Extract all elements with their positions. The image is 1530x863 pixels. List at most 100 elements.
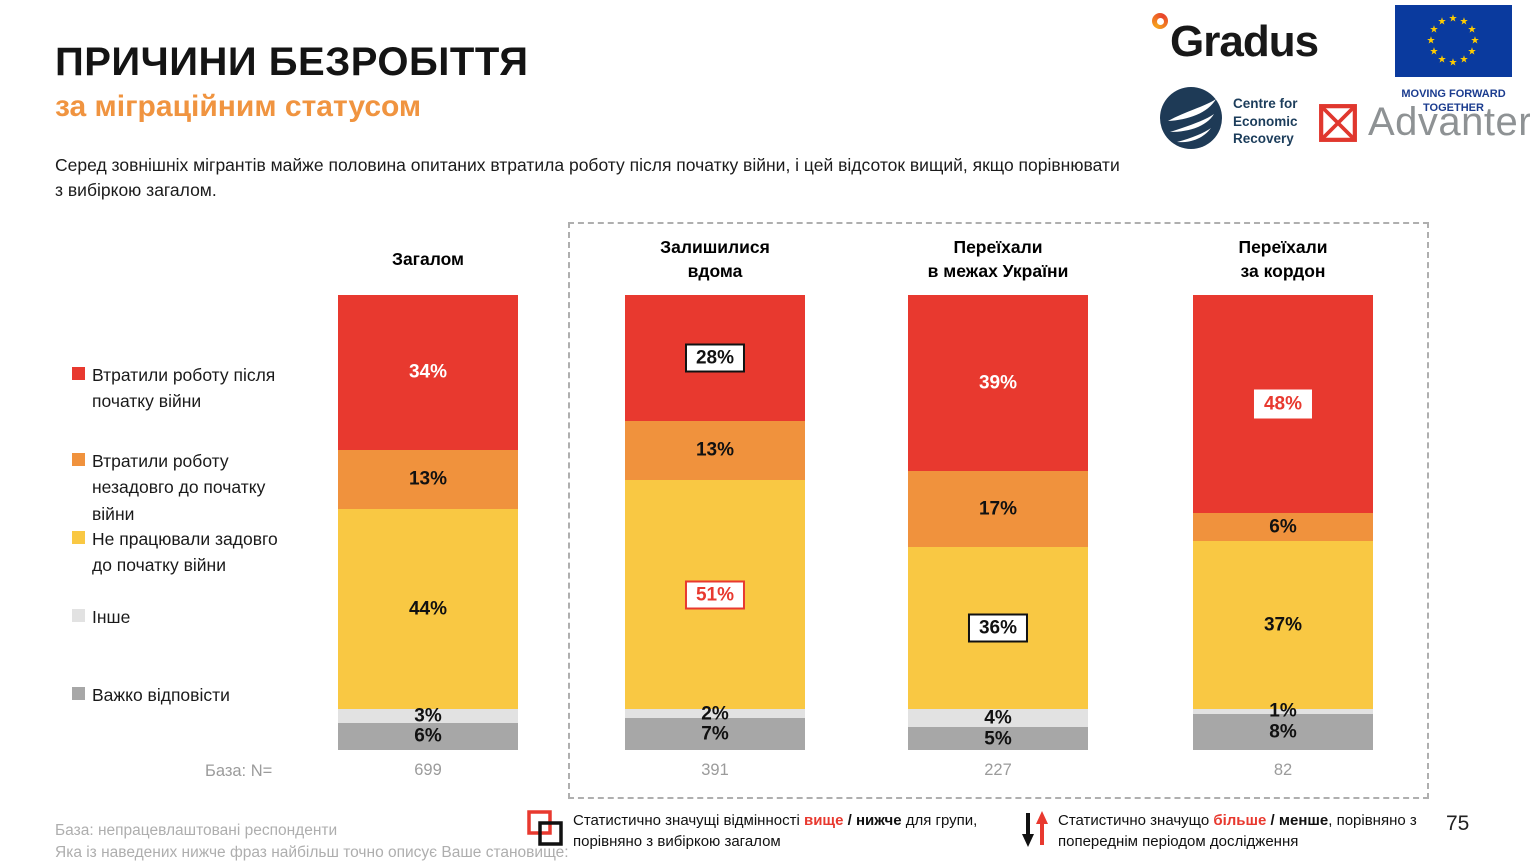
footnote-base: База: непрацевлаштовані респонденти (55, 822, 338, 839)
overlapping-squares-icon (527, 810, 563, 846)
sig-lower: нижче (855, 812, 902, 829)
segment-value-label: 17% (978, 498, 1018, 520)
svg-text:★: ★ (1449, 14, 1458, 25)
footnote-question: Яка із наведених нижче фраз найбільш точ… (55, 844, 569, 861)
segment-value-label: 39% (978, 372, 1018, 394)
svg-text:★: ★ (1430, 47, 1439, 58)
column-header: Переїхали за кордон (1238, 236, 1328, 282)
segment-value-label: 37% (1263, 614, 1303, 636)
column-header: Загалом (391, 248, 464, 269)
svg-text:★: ★ (1460, 55, 1469, 66)
svg-text:★: ★ (1460, 17, 1469, 28)
base-count: 82 (1273, 761, 1293, 779)
bar-segment: 7% (625, 718, 805, 750)
bar-segment: 28% (625, 295, 805, 422)
legend-item: Втратили роботу незадовго до початку вій… (72, 448, 265, 527)
cer-logo-text: Centre for Economic Recovery (1233, 96, 1298, 147)
bar-segment: 44% (338, 508, 518, 710)
significance-group-text: Статистично значущі відмінності вище / н… (573, 810, 977, 852)
migrant-groups-frame (568, 222, 1429, 799)
up-down-arrows-icon (1022, 811, 1048, 847)
gradus-logo: Gradus (1152, 12, 1319, 64)
stacked-bar: 48% 6% 37% 1% 8% (1193, 295, 1373, 750)
bar-column-3: Переїхали в межах України 39% 17% 36% 4% 5% 22… (868, 230, 1128, 780)
page-subtitle: за міграційним статусом (55, 90, 422, 123)
bar-segment: 39% (908, 295, 1088, 471)
segment-value-label: 34% (408, 361, 448, 383)
base-count: 227 (984, 761, 1012, 779)
significance-wave-text: Статистично значущо більше / менше, порі… (1058, 810, 1417, 852)
stacked-bar: 34% 13% 44% 3% 6% (338, 295, 518, 751)
bar-segment: 17% (908, 470, 1088, 548)
legend-label: Втратили роботу незадовго до початку вій… (92, 451, 266, 524)
cer-circle-icon (1160, 87, 1222, 149)
bar-segment: 51% (625, 479, 805, 710)
svg-text:★: ★ (1438, 17, 1447, 28)
page-title: ПРИЧИНИ БЕЗРОБІТТЯ (55, 40, 529, 84)
bar-segment: 13% (338, 449, 518, 509)
gradus-dot-icon (1152, 13, 1168, 29)
bar-column-4: Переїхали за кордон 48% 6% 37% 1% 8% 82 (1153, 230, 1413, 780)
sig-post: для групи, (901, 812, 978, 829)
significance-wave-line1: Статистично значущо більше / менше, порі… (1058, 810, 1417, 831)
bar-column-1: Загалом 34% 13% 44% 3% 6% 699 (298, 230, 558, 780)
stacked-bar: 28% 13% 51% 2% 7% (625, 295, 805, 750)
bar-segment: 37% (1193, 540, 1373, 710)
sig-higher: вище (803, 812, 844, 829)
segment-value-label: 51% (684, 580, 746, 610)
eu-caption: MOVING FORWARD TOGETHER (1401, 88, 1506, 115)
bar-segment: 1% (1193, 702, 1373, 721)
advanter-logo: Advanter (1318, 100, 1530, 145)
segment-value-label: 48% (1253, 389, 1313, 419)
segment-value-label: 6% (1269, 516, 1297, 538)
legend-label: Не працювали задовго до початку війни (92, 529, 278, 576)
column-header: Залишилися вдома (660, 236, 770, 282)
column-header: Переїхали в межах України (927, 236, 1069, 282)
segment-value-label: 8% (1269, 721, 1297, 743)
base-count: 391 (701, 761, 729, 779)
segment-value-label: 6% (414, 725, 442, 747)
segment-value-label: 4% (984, 707, 1012, 729)
bar-segment: 5% (908, 727, 1088, 750)
legend-marker-icon (72, 609, 85, 622)
eu-logo: ★ ★ ★ ★ ★ ★ ★ ★ ★ ★ ★ ★ MOVING FORWARD TOGETHER (1395, 5, 1512, 116)
bar-segment: 6% (338, 722, 518, 751)
stacked-bar: 39% 17% 36% 4% 5% (908, 295, 1088, 750)
svg-text:★: ★ (1449, 58, 1458, 69)
segment-value-label: 5% (984, 728, 1012, 750)
sig-lower: менше (1278, 812, 1329, 829)
bar-segment: 3% (338, 705, 518, 727)
significance-wave-line2: попереднім періодом дослідження (1058, 833, 1299, 850)
bar-column-2: Залишилися вдома 28% 13% 51% 2% 7% 391 (585, 230, 845, 780)
sig-sep: / (847, 812, 852, 829)
legend-marker-icon (72, 367, 85, 380)
advanter-box-icon (1319, 103, 1357, 142)
bar-segment: 6% (1193, 513, 1373, 541)
segment-value-label: 2% (701, 703, 729, 725)
svg-text:★: ★ (1468, 47, 1477, 58)
base-label: База: N= (205, 762, 273, 780)
legend-marker-icon (72, 531, 85, 544)
intro-text: Серед зовнішніх мігрантів майже половина… (55, 155, 1120, 201)
segment-value-label: 3% (414, 705, 442, 727)
bar-segment: 34% (338, 295, 518, 450)
bar-segment: 4% (908, 707, 1088, 729)
segment-value-label: 28% (684, 343, 746, 373)
significance-wave-legend: Статистично значущо більше / менше, порі… (1020, 810, 1430, 852)
segment-value-label: 1% (1269, 700, 1297, 722)
segment-value-label: 44% (408, 598, 448, 620)
significance-group-line2: порівняно з вибіркою загалом (573, 833, 781, 850)
svg-text:★: ★ (1430, 25, 1439, 36)
sig-post: , порівняно з (1328, 812, 1417, 829)
bar-segment: 48% (1193, 295, 1373, 514)
base-count: 699 (414, 761, 442, 779)
svg-text:★: ★ (1427, 36, 1436, 47)
legend-label: Інше (92, 607, 131, 627)
significance-group-legend: Статистично значущі відмінності вище / н… (527, 810, 997, 852)
svg-text:★: ★ (1468, 25, 1477, 36)
legend-item: Не працювали задовго до початку війни (72, 526, 278, 579)
legend-item: Втратили роботу після початку війни (72, 362, 275, 415)
legend-label: Важко відповісти (92, 685, 230, 705)
cer-logo: Centre for Economic Recovery (1160, 87, 1298, 149)
